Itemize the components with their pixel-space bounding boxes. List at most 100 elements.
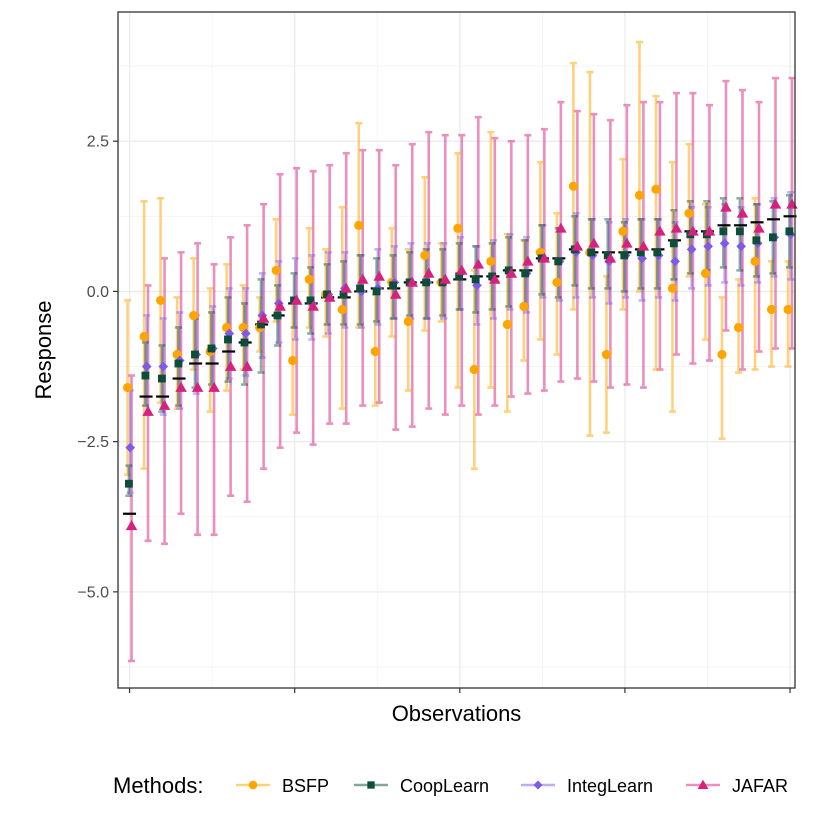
point-jafar: [406, 276, 418, 287]
points-series-jafar: [125, 198, 798, 531]
point-jafar: [373, 270, 385, 281]
point-cooplearn: [636, 248, 645, 257]
y-tick-label: −2.5: [77, 434, 109, 451]
point-integlearn: [703, 241, 713, 252]
point-bsfp: [189, 310, 199, 321]
point-bsfp: [634, 190, 645, 200]
point-cooplearn: [306, 296, 315, 305]
point-integlearn: [224, 328, 235, 339]
point-bsfp: [667, 283, 678, 294]
point-bsfp: [651, 184, 661, 194]
legend-label: IntegLearn: [567, 776, 653, 796]
point-jafar: [274, 300, 286, 311]
point-jafar: [703, 225, 716, 236]
point-bsfp: [552, 277, 562, 287]
y-axis-title: Response: [31, 300, 56, 399]
legend-entry-integlearn: IntegLearn: [521, 776, 653, 796]
point-cooplearn: [603, 251, 612, 260]
point-bsfp: [156, 295, 166, 306]
legend-key-marker: [533, 780, 543, 790]
point-cooplearn: [207, 344, 216, 353]
point-bsfp: [486, 256, 496, 266]
point-cooplearn: [504, 266, 513, 275]
point-cooplearn: [257, 320, 265, 329]
point-bsfp: [139, 331, 149, 342]
point-bsfp: [337, 304, 347, 315]
point-cooplearn: [752, 236, 761, 245]
point-bsfp: [271, 265, 281, 275]
point-integlearn: [736, 241, 747, 252]
point-bsfp: [783, 304, 793, 315]
point-cooplearn: [488, 272, 497, 281]
legend-entry-jafar: JAFAR: [686, 776, 788, 796]
point-jafar: [736, 207, 749, 218]
point-integlearn: [158, 361, 169, 372]
point-cooplearn: [273, 311, 282, 320]
point-cooplearn: [141, 371, 150, 380]
point-jafar: [125, 520, 138, 531]
axes: −5.0 −2.5 0.0 2.5 Observations Response: [31, 134, 791, 726]
point-jafar: [158, 399, 171, 410]
point-cooplearn: [785, 227, 794, 236]
point-cooplearn: [620, 251, 629, 260]
point-jafar: [505, 267, 518, 278]
point-jafar: [456, 264, 468, 275]
point-cooplearn: [124, 479, 133, 488]
x-axis-title: Observations: [392, 701, 522, 726]
point-bsfp: [469, 364, 479, 375]
point-jafar: [175, 381, 187, 392]
point-jafar: [389, 288, 402, 299]
point-jafar: [637, 240, 650, 251]
point-integlearn: [686, 244, 697, 255]
point-bsfp: [420, 250, 430, 260]
point-jafar: [290, 294, 303, 305]
point-jafar: [654, 225, 666, 236]
point-jafar: [753, 222, 765, 233]
point-jafar: [257, 312, 270, 323]
point-cooplearn: [224, 335, 232, 344]
point-cooplearn: [174, 359, 183, 368]
y-axis-ticks: −5.0 −2.5 0.0 2.5: [77, 134, 118, 601]
point-bsfp: [700, 268, 711, 278]
point-cooplearn: [323, 290, 331, 299]
y-tick-label: 0.0: [87, 284, 109, 301]
point-bsfp: [288, 355, 298, 366]
point-bsfp: [717, 349, 727, 360]
y-tick-label: −5.0: [77, 584, 109, 601]
point-jafar: [439, 273, 452, 284]
point-cooplearn: [587, 248, 596, 257]
point-jafar: [307, 300, 319, 311]
legend-entry-cooplearn: CoopLearn: [354, 776, 489, 796]
point-jafar: [621, 237, 633, 248]
point-cooplearn: [471, 275, 480, 284]
point-jafar: [224, 360, 237, 371]
point-jafar: [604, 252, 617, 263]
point-bsfp: [684, 208, 694, 218]
point-bsfp: [370, 346, 380, 357]
point-cooplearn: [768, 233, 777, 242]
legend-label: CoopLearn: [400, 776, 489, 796]
point-jafar: [687, 225, 699, 236]
point-bsfp: [733, 322, 744, 333]
point-cooplearn: [240, 338, 249, 347]
point-jafar: [356, 273, 369, 284]
point-jafar: [142, 405, 154, 416]
point-cooplearn: [735, 227, 744, 236]
point-bsfp: [750, 256, 760, 266]
point-jafar: [423, 267, 435, 278]
point-jafar: [571, 240, 584, 251]
data-points: [122, 181, 798, 531]
legend-key-marker: [367, 781, 375, 789]
point-cooplearn: [372, 287, 381, 296]
point-jafar: [489, 273, 501, 284]
point-jafar: [323, 291, 336, 302]
point-jafar: [588, 237, 600, 248]
point-bsfp: [453, 223, 463, 233]
point-jafar: [555, 222, 567, 233]
point-integlearn: [719, 238, 730, 249]
point-jafar: [538, 252, 551, 263]
point-bsfp: [122, 382, 133, 393]
legend-label: JAFAR: [732, 776, 788, 796]
point-jafar: [522, 255, 534, 266]
